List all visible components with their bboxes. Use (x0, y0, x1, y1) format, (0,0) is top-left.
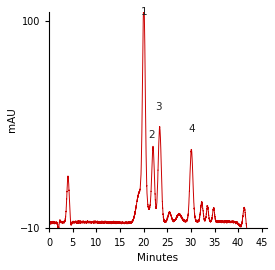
Text: 1: 1 (141, 7, 147, 17)
X-axis label: Minutes: Minutes (137, 253, 178, 263)
Text: 4: 4 (188, 124, 195, 134)
Y-axis label: mAU: mAU (7, 108, 17, 132)
Text: 2: 2 (148, 130, 155, 140)
Text: 3: 3 (155, 102, 162, 112)
